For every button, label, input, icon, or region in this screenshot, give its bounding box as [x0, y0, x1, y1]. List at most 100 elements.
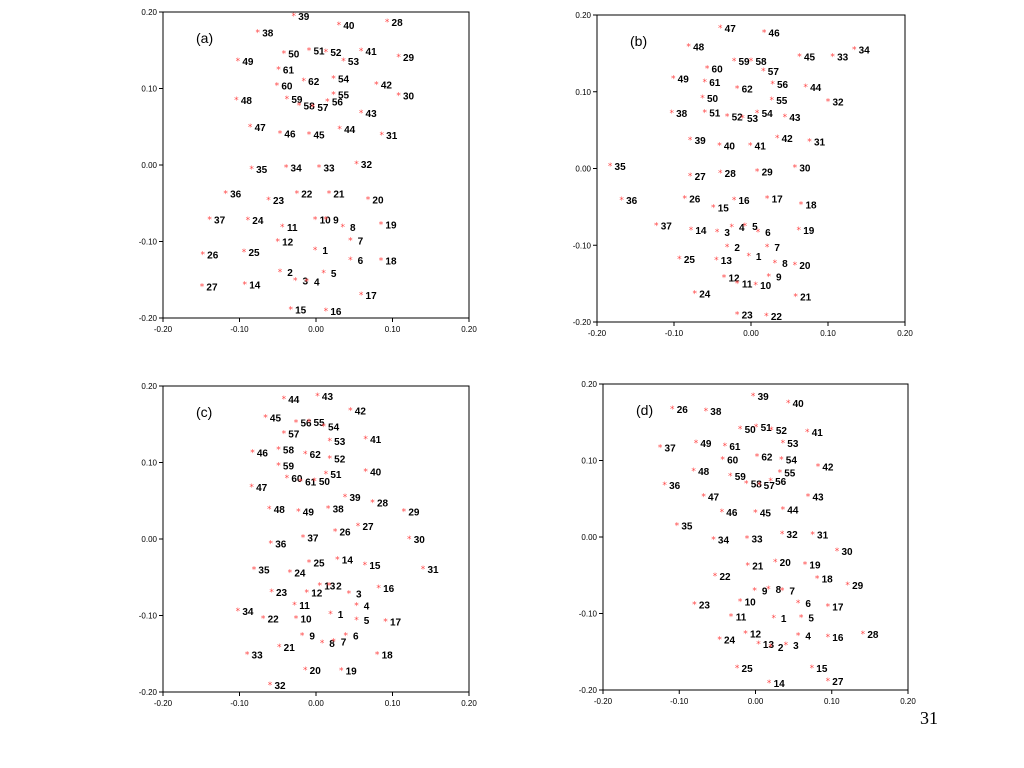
point-label: 52: [334, 455, 346, 466]
point-marker: *: [725, 243, 730, 253]
point-marker: *: [797, 226, 802, 236]
point-marker: *: [363, 435, 368, 445]
point-marker: *: [770, 80, 775, 90]
point-marker: *: [223, 189, 228, 199]
point-marker: *: [807, 138, 812, 148]
point-label: 12: [728, 273, 740, 284]
point-marker: *: [282, 395, 287, 405]
point-label: 51: [330, 470, 342, 481]
point-marker: *: [327, 455, 332, 465]
point-marker: *: [341, 57, 346, 67]
point-label: 27: [362, 522, 374, 533]
point-marker: *: [292, 601, 297, 611]
point-label: 45: [270, 413, 282, 424]
point-label: 51: [761, 423, 773, 434]
point-label: 45: [313, 130, 325, 141]
point-marker: *: [305, 589, 310, 599]
point-label: 23: [742, 310, 754, 321]
point-label: 42: [355, 406, 367, 417]
point-marker: *: [778, 469, 783, 479]
point-label: 28: [725, 169, 737, 180]
point-marker: *: [720, 456, 725, 466]
point-label: 27: [695, 172, 707, 183]
point-marker: *: [356, 522, 361, 532]
point-label: 2: [734, 243, 740, 254]
point-label: 34: [859, 46, 871, 57]
y-tick-label: 0.10: [575, 88, 591, 97]
point-marker: *: [688, 136, 693, 146]
point-marker: *: [261, 615, 266, 625]
point-marker: *: [720, 508, 725, 518]
point-marker: *: [729, 613, 734, 623]
point-label: 11: [299, 601, 310, 612]
point-marker: *: [337, 125, 342, 135]
point-label: 41: [370, 435, 382, 446]
x-tick-label: -0.10: [665, 329, 684, 338]
x-tick-label: 0.20: [461, 699, 477, 708]
point-marker: *: [762, 29, 767, 39]
point-marker: *: [718, 24, 723, 34]
point-marker: *: [331, 91, 336, 101]
point-label: 16: [383, 584, 395, 595]
point-label: 25: [684, 255, 696, 266]
point-marker: *: [320, 639, 325, 649]
point-label: 28: [392, 18, 404, 29]
point-marker: *: [268, 681, 273, 691]
point-marker: *: [793, 164, 798, 174]
point-label: 62: [310, 450, 322, 461]
page-number: 31: [920, 708, 938, 728]
point-marker: *: [677, 255, 682, 265]
point-marker: *: [321, 269, 326, 279]
point-label: 38: [333, 504, 345, 515]
point-marker: *: [402, 507, 407, 517]
point-marker: *: [321, 423, 326, 433]
y-tick-label: 0.00: [141, 535, 157, 544]
point-marker: *: [745, 535, 750, 545]
point-marker: *: [689, 226, 694, 236]
point-label: 17: [772, 194, 784, 205]
point-marker: *: [675, 522, 680, 532]
point-marker: *: [796, 632, 801, 642]
point-label: 10: [760, 281, 772, 292]
y-tick-label: -0.10: [579, 610, 598, 619]
point-label: 57: [288, 429, 300, 440]
point-marker: *: [315, 392, 320, 402]
point-label: 16: [330, 307, 342, 318]
point-marker: *: [769, 426, 774, 436]
point-marker: *: [746, 252, 751, 262]
point-label: 21: [284, 643, 296, 654]
point-marker: *: [703, 108, 708, 118]
point-marker: *: [780, 530, 785, 540]
point-marker: *: [363, 468, 368, 478]
point-marker: *: [421, 565, 426, 575]
point-label: 34: [718, 535, 730, 546]
point-label: 50: [319, 477, 331, 488]
point-marker: *: [768, 643, 773, 653]
point-label: 49: [678, 75, 690, 86]
point-label: 56: [777, 80, 789, 91]
point-marker: *: [359, 109, 364, 119]
point-marker: *: [753, 509, 758, 519]
point-label: 10: [320, 215, 332, 226]
point-label: 49: [700, 439, 712, 450]
point-marker: *: [300, 631, 305, 641]
point-marker: *: [243, 280, 248, 290]
point-marker: *: [852, 46, 857, 56]
point-label: 16: [739, 196, 751, 207]
point-label: 61: [709, 78, 721, 89]
point-label: 12: [311, 589, 323, 600]
x-tick-label: -0.10: [230, 325, 249, 334]
point-label: 43: [322, 392, 334, 403]
point-marker: *: [294, 615, 299, 625]
point-marker: *: [331, 75, 336, 85]
x-tick-label: 0.10: [385, 699, 401, 708]
point-label: 20: [780, 558, 792, 569]
y-tick-label: -0.20: [579, 686, 598, 695]
point-marker: *: [799, 613, 804, 623]
point-label: 47: [256, 483, 268, 494]
point-marker: *: [275, 238, 280, 248]
point-marker: *: [354, 616, 359, 626]
point-label: 44: [810, 83, 822, 94]
point-marker: *: [335, 556, 340, 566]
point-marker: *: [701, 492, 706, 502]
